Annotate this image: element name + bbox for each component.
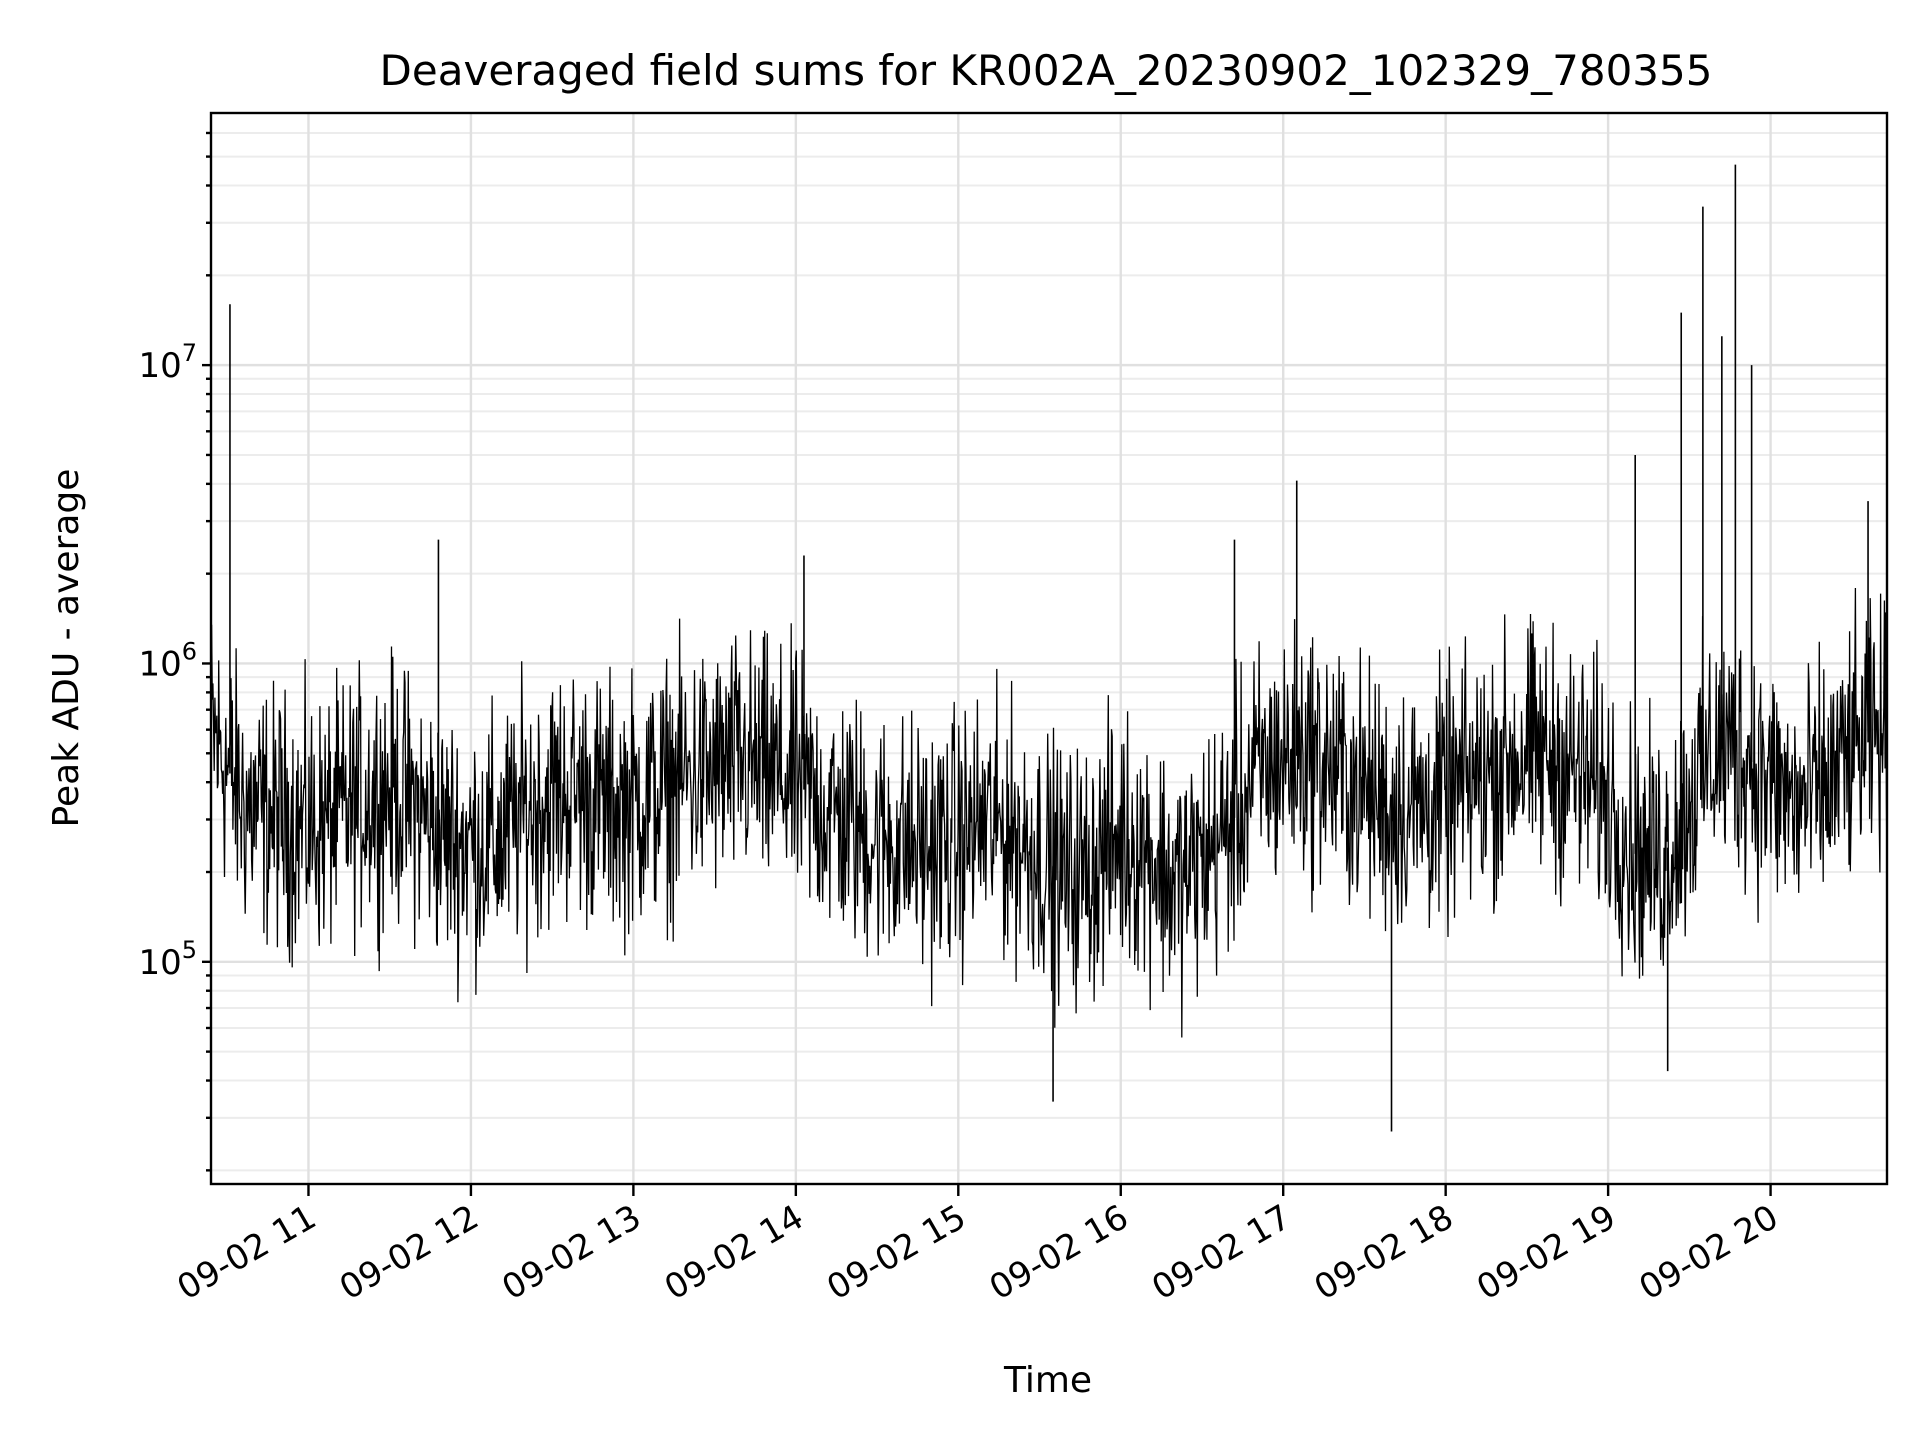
series-line [210, 164, 1888, 1132]
x-tick-label: 09-02 16 [983, 1197, 1135, 1308]
chart-title: Deaveraged field sums for KR002A_2023090… [380, 46, 1713, 95]
y-tick-label: 105 [138, 936, 197, 983]
x-axis-ticks: 09-02 11 09-02 12 09-02 13 09-02 14 09-02 15… [171, 1184, 1785, 1308]
y-tick-label: 106 [138, 637, 197, 684]
y-axis-label: Peak ADU - average [46, 469, 87, 828]
x-tick-label: 09-02 15 [820, 1197, 972, 1308]
x-tick-label: 09-02 20 [1633, 1197, 1785, 1308]
grid [211, 113, 1887, 1184]
series-polyline [210, 587, 1888, 1038]
plot-frame [209, 111, 1889, 1186]
y-tick-label: 107 [138, 339, 197, 386]
x-tick-label: 09-02 17 [1145, 1197, 1297, 1308]
x-tick-label: 09-02 19 [1470, 1197, 1622, 1308]
x-axis-label: Time [1003, 1360, 1092, 1401]
y-axis-ticks: 105 106 107 [138, 131, 211, 1172]
x-tick-label: 09-02 11 [171, 1197, 323, 1308]
x-tick-label: 09-02 18 [1308, 1197, 1460, 1308]
x-tick-label: 09-02 14 [658, 1197, 810, 1308]
x-tick-label: 09-02 12 [333, 1197, 485, 1308]
x-tick-label: 09-02 13 [495, 1197, 647, 1308]
